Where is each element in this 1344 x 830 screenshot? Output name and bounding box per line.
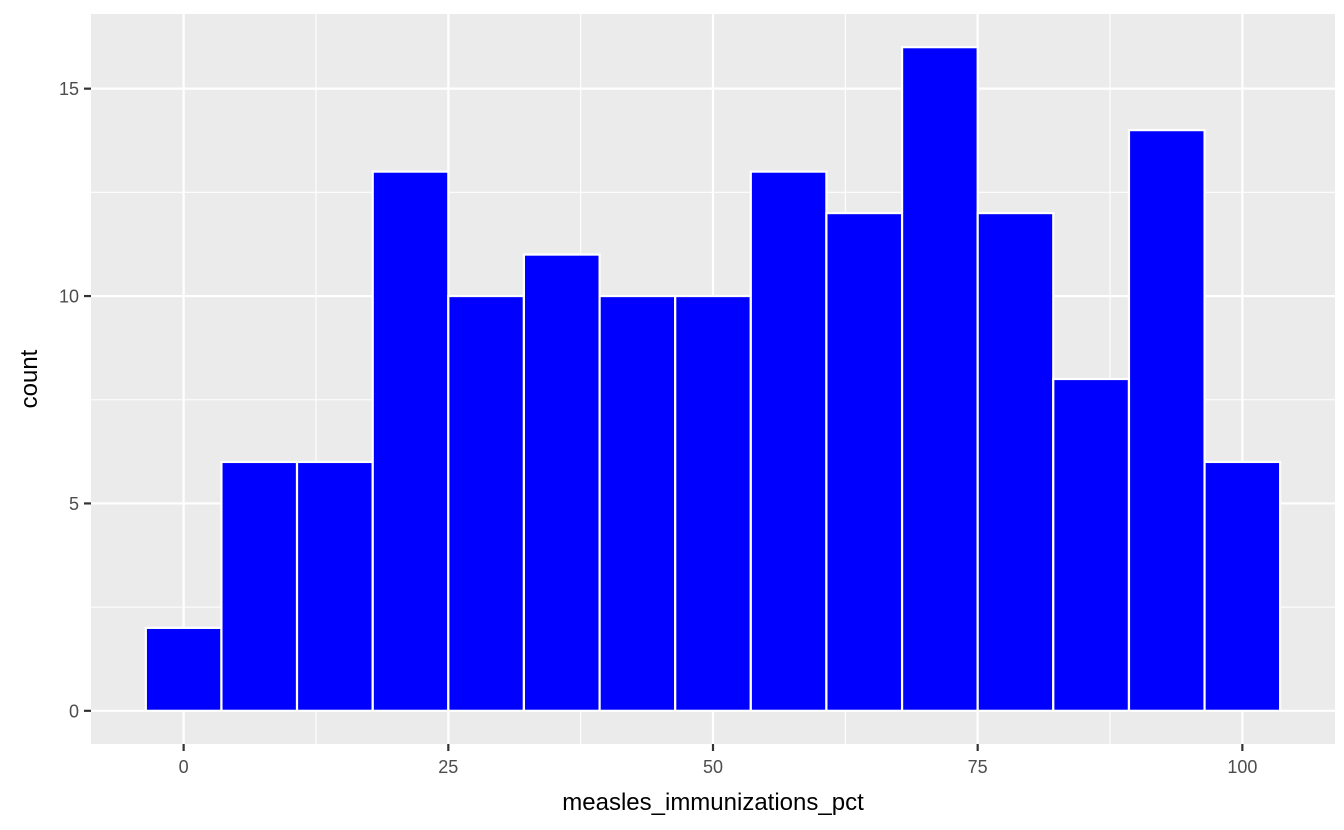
y-tick-label: 10 (59, 287, 79, 307)
x-axis-title: measles_immunizations_pct (562, 789, 864, 816)
x-tick-label: 25 (438, 757, 458, 777)
y-axis-title: count (16, 349, 43, 408)
histogram-bar (900, 46, 979, 712)
histogram-bar (522, 253, 601, 712)
histogram-bar (825, 211, 904, 712)
x-axis: 0 25 50 75 100 (179, 744, 1257, 777)
histogram-bar (1052, 377, 1131, 712)
histogram-bar (220, 460, 299, 712)
histogram-bar (447, 294, 526, 712)
histogram-bar (295, 460, 374, 712)
histogram-bar (144, 626, 223, 712)
y-tick-label: 0 (69, 701, 79, 721)
histogram-bar (976, 211, 1055, 712)
histogram-bar (1203, 460, 1282, 712)
histogram-bar (674, 294, 752, 712)
x-tick-label: 100 (1227, 757, 1257, 777)
y-axis: 0 5 10 15 (59, 79, 91, 721)
x-tick-label: 0 (179, 757, 189, 777)
y-tick-label: 15 (59, 79, 79, 99)
x-tick-label: 75 (968, 757, 988, 777)
histogram-bar (749, 170, 828, 712)
y-tick-label: 5 (69, 494, 79, 514)
histogram-bars (144, 46, 1282, 712)
histogram-bar (371, 170, 450, 712)
histogram-bar (598, 294, 677, 712)
histogram-bar (1127, 129, 1206, 712)
x-tick-label: 50 (703, 757, 723, 777)
